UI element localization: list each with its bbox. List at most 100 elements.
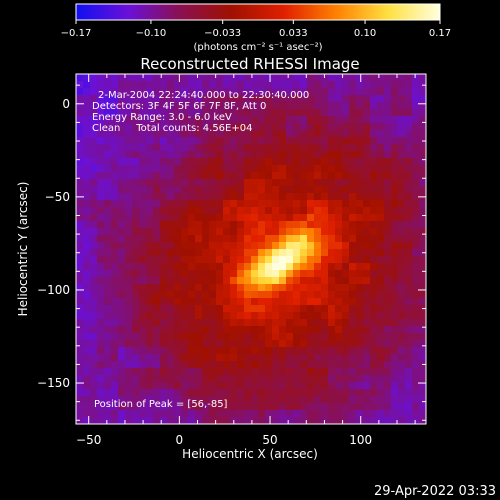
image-pixel xyxy=(118,221,126,229)
image-pixel xyxy=(90,207,98,215)
image-pixel xyxy=(293,116,301,124)
image-pixel xyxy=(349,109,357,117)
image-pixel xyxy=(97,347,105,355)
image-pixel xyxy=(167,312,175,320)
image-pixel xyxy=(209,270,217,278)
image-pixel xyxy=(321,158,329,166)
image-pixel xyxy=(370,123,378,131)
image-pixel xyxy=(104,382,112,390)
image-pixel xyxy=(244,396,252,404)
image-pixel xyxy=(181,298,189,306)
image-pixel xyxy=(307,333,315,341)
image-pixel xyxy=(76,340,84,348)
image-pixel xyxy=(419,270,427,278)
image-pixel xyxy=(132,109,140,117)
image-pixel xyxy=(118,417,126,425)
image-pixel xyxy=(76,179,84,187)
image-pixel xyxy=(167,235,175,243)
image-pixel xyxy=(188,207,196,215)
image-pixel xyxy=(419,130,427,138)
image-pixel xyxy=(286,291,294,299)
image-pixel xyxy=(90,228,98,236)
image-pixel xyxy=(237,417,245,425)
image-pixel xyxy=(146,151,154,159)
image-pixel xyxy=(286,382,294,390)
image-pixel xyxy=(223,326,231,334)
image-pixel xyxy=(363,123,371,131)
image-pixel xyxy=(265,151,273,159)
image-pixel xyxy=(342,340,350,348)
image-pixel xyxy=(314,172,322,180)
image-pixel xyxy=(412,172,420,180)
image-pixel xyxy=(328,256,336,264)
image-pixel xyxy=(174,116,182,124)
image-pixel xyxy=(223,102,231,110)
image-pixel xyxy=(286,158,294,166)
image-pixel xyxy=(125,291,133,299)
image-pixel xyxy=(370,382,378,390)
image-pixel xyxy=(293,235,301,243)
image-pixel xyxy=(139,354,147,362)
image-pixel xyxy=(335,361,343,369)
image-pixel xyxy=(174,214,182,222)
image-pixel xyxy=(118,368,126,376)
image-pixel xyxy=(419,242,427,250)
image-pixel xyxy=(132,382,140,390)
image-pixel xyxy=(286,207,294,215)
image-pixel xyxy=(251,193,259,201)
image-pixel xyxy=(265,389,273,397)
image-pixel xyxy=(384,403,392,411)
image-pixel xyxy=(321,361,329,369)
x-axis-ticks: −50 0 50 100 xyxy=(76,74,416,447)
image-pixel xyxy=(307,81,315,89)
image-pixel xyxy=(237,172,245,180)
image-pixel xyxy=(328,151,336,159)
image-pixel xyxy=(328,340,336,348)
image-pixel xyxy=(195,375,203,383)
image-pixel xyxy=(342,158,350,166)
image-pixel xyxy=(111,235,119,243)
image-pixel xyxy=(167,284,175,292)
image-pixel xyxy=(209,249,217,257)
image-pixel xyxy=(391,270,399,278)
image-pixel xyxy=(335,221,343,229)
image-pixel xyxy=(146,305,154,313)
image-pixel xyxy=(237,291,245,299)
image-pixel xyxy=(146,354,154,362)
image-pixel xyxy=(132,361,140,369)
image-pixel xyxy=(83,144,91,152)
image-pixel xyxy=(293,123,301,131)
image-pixel xyxy=(265,263,273,271)
image-pixel xyxy=(272,291,280,299)
image-pixel xyxy=(181,221,189,229)
image-pixel xyxy=(97,361,105,369)
image-pixel xyxy=(76,228,84,236)
image-pixel xyxy=(244,410,252,418)
image-pixel xyxy=(132,81,140,89)
image-pixel xyxy=(202,284,210,292)
image-pixel xyxy=(307,207,315,215)
image-pixel xyxy=(174,109,182,117)
image-pixel xyxy=(244,361,252,369)
image-pixel xyxy=(174,333,182,341)
image-pixel xyxy=(230,277,238,285)
image-pixel xyxy=(265,172,273,180)
image-pixel xyxy=(153,81,161,89)
image-pixel xyxy=(419,214,427,222)
image-pixel xyxy=(97,165,105,173)
y-tick-label: 0 xyxy=(62,97,70,111)
image-pixel xyxy=(132,151,140,159)
image-pixel xyxy=(328,354,336,362)
image-pixel xyxy=(384,214,392,222)
image-pixel xyxy=(174,326,182,334)
image-pixel xyxy=(328,389,336,397)
image-pixel xyxy=(356,186,364,194)
image-pixel xyxy=(335,417,343,425)
image-pixel xyxy=(160,228,168,236)
image-pixel xyxy=(97,193,105,201)
image-pixel xyxy=(216,151,224,159)
image-pixel xyxy=(195,179,203,187)
image-pixel xyxy=(384,319,392,327)
image-pixel xyxy=(300,396,308,404)
image-pixel xyxy=(265,354,273,362)
